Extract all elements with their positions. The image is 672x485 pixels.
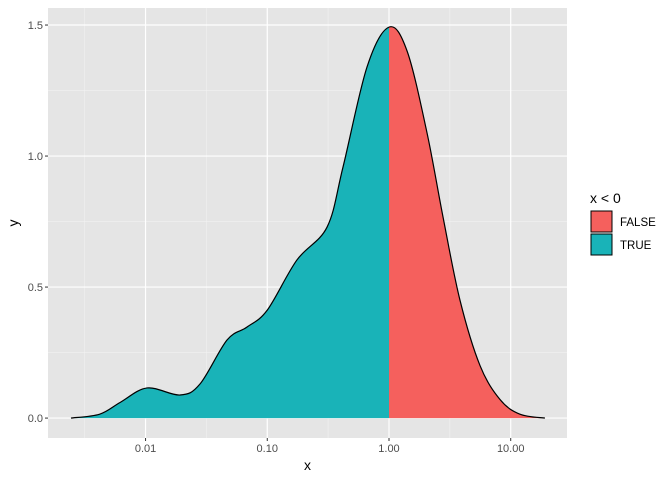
legend-key-false: [590, 210, 613, 233]
legend-label-true: TRUE: [620, 240, 652, 252]
legend: x < 0 FALSE TRUE: [590, 190, 656, 256]
legend-title: x < 0: [590, 190, 621, 206]
area-true: [70, 27, 389, 419]
x-tick-label: 0.10: [257, 443, 278, 455]
y-tick-label: 0.5: [28, 282, 43, 294]
y-tick-label: 0.0: [28, 413, 43, 425]
x-tick-label: 1.00: [378, 443, 399, 455]
y-axis-label: y: [5, 220, 21, 227]
density-outline: [70, 26, 546, 419]
area-false: [388, 26, 545, 419]
x-tick-label: 10.00: [497, 443, 525, 455]
y-tick-label: 1.5: [28, 20, 43, 32]
legend-key-true: [590, 233, 613, 256]
x-tick-label: 0.01: [135, 443, 156, 455]
x-axis-label: x: [304, 457, 311, 473]
y-tick-label: 1.0: [28, 151, 43, 163]
legend-label-false: FALSE: [620, 217, 656, 229]
